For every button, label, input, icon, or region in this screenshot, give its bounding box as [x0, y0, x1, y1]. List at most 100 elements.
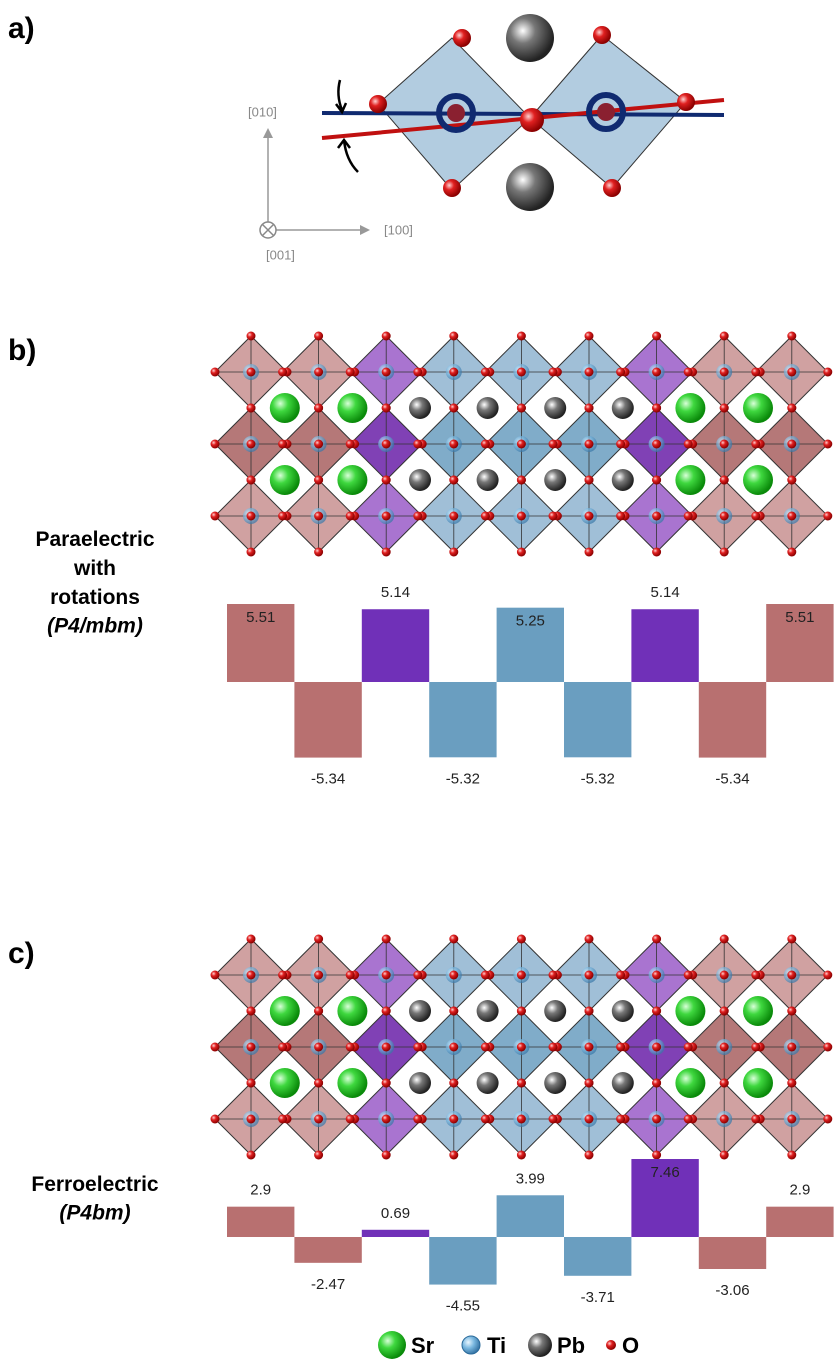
value-label: -5.32 [581, 770, 615, 787]
o-atom [720, 476, 729, 485]
o-atom [382, 1007, 391, 1016]
o-atom [247, 548, 256, 557]
o-atom [720, 935, 729, 944]
o-atom [787, 1007, 796, 1016]
o-atom [585, 548, 594, 557]
o-atom [684, 368, 693, 377]
o-atom [720, 1043, 729, 1052]
value-label: 5.25 [516, 613, 545, 630]
o-atom [449, 935, 458, 944]
o-atom [652, 368, 661, 377]
o-atom [346, 1115, 355, 1124]
o-atom [585, 368, 594, 377]
o-atom [346, 512, 355, 521]
o-atom [787, 440, 796, 449]
o-atom [346, 971, 355, 980]
legend-label: Pb [557, 1333, 585, 1358]
o-atom [247, 1079, 256, 1088]
o-atom [449, 404, 458, 413]
o-atom [585, 512, 594, 521]
o-atom [684, 512, 693, 521]
o-atom [314, 368, 323, 377]
o-atom [787, 971, 796, 980]
o-atom [720, 1115, 729, 1124]
panel-label: c) [8, 937, 35, 970]
a-site-atom [337, 996, 367, 1026]
o-atom [585, 935, 594, 944]
o-atom [247, 476, 256, 485]
o-atom [517, 440, 526, 449]
o-atom [413, 1115, 422, 1124]
o-atom [314, 935, 323, 944]
o-atom [481, 368, 490, 377]
a-site-atom [337, 1068, 367, 1098]
o-atom [314, 1151, 323, 1160]
a-site-atom [337, 465, 367, 495]
ti-atom [447, 104, 465, 122]
o-atom [787, 1151, 796, 1160]
o-atom [449, 1115, 458, 1124]
o-atom [720, 440, 729, 449]
o-atom [720, 1151, 729, 1160]
figure: a) [010] [100] [001] Sr Ti Pb O b)Parael… [0, 0, 838, 1371]
o-atom [787, 476, 796, 485]
value-label: -5.34 [715, 771, 749, 788]
o-atom [449, 440, 458, 449]
o-atom [787, 548, 796, 557]
o-atom [278, 512, 287, 521]
a-site-atom [270, 465, 300, 495]
value-label: -3.06 [715, 1282, 749, 1299]
o-atom [314, 332, 323, 341]
o-atom [585, 1079, 594, 1088]
a-site-atom [612, 1072, 634, 1094]
o-atom [652, 404, 661, 413]
o-atom [211, 440, 220, 449]
o-atom [751, 512, 760, 521]
value-label: 5.51 [246, 609, 275, 626]
o-atom [449, 332, 458, 341]
o-atom [751, 1043, 760, 1052]
o-atom [549, 512, 558, 521]
o-atom [616, 971, 625, 980]
a-site-atom [612, 397, 634, 419]
crystal [211, 935, 833, 1160]
o-atom [211, 1115, 220, 1124]
o-atom [585, 1151, 594, 1160]
legend-label: O [622, 1333, 639, 1358]
legend-swatch [606, 1340, 616, 1350]
o-atom [278, 368, 287, 377]
o-atom [616, 1115, 625, 1124]
o-atom [823, 440, 832, 449]
o-atom [314, 971, 323, 980]
o-atom [314, 1007, 323, 1016]
crystal [211, 332, 833, 557]
o-atom [549, 440, 558, 449]
value-label: 7.46 [650, 1164, 679, 1181]
a-site-atom [612, 469, 634, 491]
a-site-atom [477, 1072, 499, 1094]
o-atom [449, 512, 458, 521]
o-atom [652, 1007, 661, 1016]
o-atom [481, 1043, 490, 1052]
o-atom [549, 1115, 558, 1124]
arrow-head [263, 128, 273, 138]
a-site-atom [270, 996, 300, 1026]
value-label: 5.14 [650, 584, 679, 601]
axis-label: [010] [248, 104, 277, 119]
o-atom [382, 332, 391, 341]
o-atom [247, 1115, 256, 1124]
a-site-atom [743, 393, 773, 423]
o-atom [517, 548, 526, 557]
o-atom [585, 1043, 594, 1052]
o-atom [382, 1115, 391, 1124]
o-atom [481, 512, 490, 521]
bar [766, 1207, 833, 1237]
o-atom [585, 1007, 594, 1016]
o-atom [211, 368, 220, 377]
o-atom [616, 440, 625, 449]
o-atom [314, 1043, 323, 1052]
pb-atom [506, 163, 554, 211]
pb-atom [506, 14, 554, 62]
legend-swatch [462, 1336, 480, 1354]
